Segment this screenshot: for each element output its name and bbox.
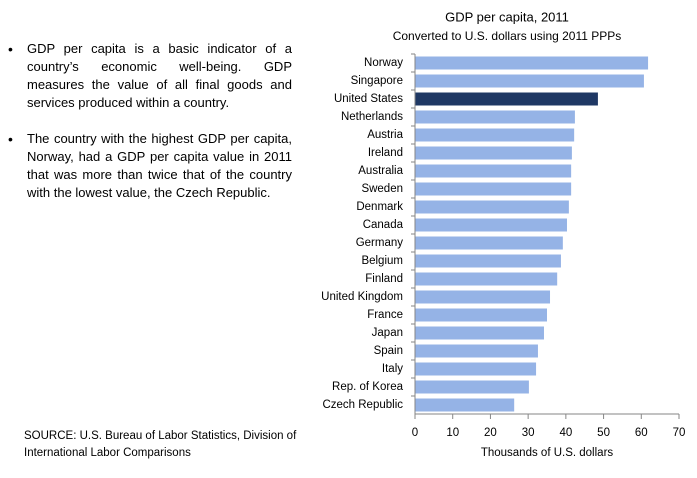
bar (415, 254, 561, 268)
x-tick-label: 0 (412, 427, 418, 439)
y-tick-label: Rep. of Korea (332, 381, 404, 393)
bar (415, 56, 649, 70)
y-tick-label: Netherlands (341, 111, 403, 123)
y-tick-label: France (367, 309, 403, 321)
bar (415, 128, 575, 142)
x-tick-label: 20 (484, 427, 497, 439)
y-tick-label: Canada (363, 219, 404, 231)
bar (415, 326, 544, 340)
y-tick-label: Sweden (361, 183, 403, 195)
bar (415, 92, 598, 106)
bar (415, 362, 537, 376)
chart-subtitle: Converted to U.S. dollars using 2011 PPP… (393, 29, 622, 43)
bullet-list: GDP per capita is a basic indicator of a… (8, 40, 292, 220)
x-tick-label: 30 (522, 427, 535, 439)
bar (415, 308, 547, 322)
bar (415, 146, 572, 160)
y-tick-label: Ireland (368, 147, 403, 159)
x-tick-label: 70 (673, 427, 686, 439)
bar (415, 344, 538, 358)
chart-title: GDP per capita, 2011 (445, 9, 569, 24)
bar (415, 200, 569, 214)
bullet: GDP per capita is a basic indicator of a… (8, 40, 292, 112)
source-note: SOURCE: U.S. Bureau of Labor Statistics,… (24, 430, 297, 459)
bar (415, 182, 572, 196)
y-tick-label: Finland (365, 273, 403, 285)
x-tick-label: 50 (597, 427, 610, 439)
y-tick-label: United Kingdom (321, 291, 403, 303)
bar (415, 398, 515, 412)
y-tick-label: Norway (364, 57, 403, 69)
x-tick-label: 40 (559, 427, 572, 439)
bar (415, 272, 558, 286)
bar (415, 380, 529, 394)
x-axis-label: Thousands of U.S. dollars (481, 447, 614, 459)
y-tick-label: Japan (372, 327, 403, 339)
y-tick-label: Spain (374, 345, 403, 357)
y-tick-label: Italy (382, 363, 403, 375)
y-tick-label: Denmark (356, 201, 403, 213)
bar (415, 290, 551, 304)
x-tick-label: 60 (635, 427, 648, 439)
y-tick-label: Austria (367, 129, 403, 141)
y-tick-label: Australia (358, 165, 403, 177)
y-tick-label: Belgium (361, 255, 403, 267)
y-tick-label: United States (334, 93, 403, 105)
bar (415, 110, 575, 124)
bar (415, 74, 644, 88)
x-tick-label: 10 (446, 427, 459, 439)
y-tick-label: Singapore (351, 75, 403, 87)
bar (415, 164, 572, 178)
y-tick-label: Germany (356, 237, 404, 249)
bar (415, 236, 563, 250)
bullet: The country with the highest GDP per cap… (8, 130, 292, 202)
bar (415, 218, 567, 232)
y-tick-label: Czech Republic (322, 399, 403, 411)
